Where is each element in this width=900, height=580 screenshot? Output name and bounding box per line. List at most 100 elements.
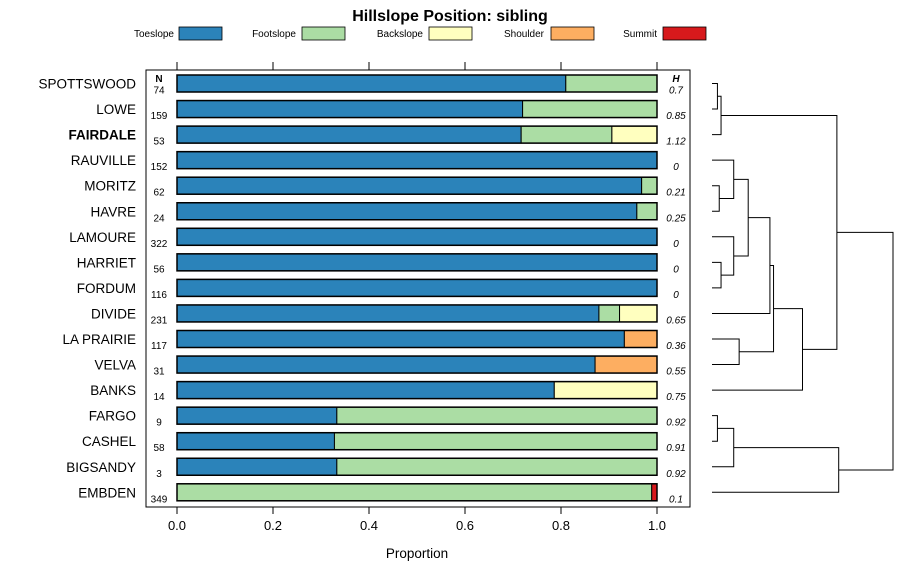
dendrogram [712, 83, 894, 493]
bar-segment-backslope [611, 125, 658, 144]
x-tick-label: 0.2 [264, 518, 282, 533]
h-value: 0.65 [666, 315, 686, 326]
soil-label: HAVRE [90, 204, 136, 219]
dendrogram-branch [712, 95, 722, 136]
row-bigsandy: BIGSANDY 3 0.92 [66, 457, 686, 480]
legend-label-footslope: Footslope [252, 29, 296, 40]
bar-outline [176, 355, 658, 374]
legend-label-summit: Summit [623, 29, 657, 40]
row-cashel: CASHEL 58 0.91 [82, 431, 686, 454]
bar-outline [176, 457, 658, 476]
dendrogram-branch [712, 185, 720, 212]
dendrogram-branch [712, 338, 740, 366]
bar-segment-footslope [333, 432, 658, 451]
bar-outline [176, 380, 658, 400]
row-havre: HAVRE 24 0.25 [90, 202, 686, 224]
n-value: 31 [153, 367, 165, 378]
h-column-header: H [672, 74, 680, 85]
soil-label: FAIRDALE [69, 128, 137, 143]
row-velva: VELVA 31 0.55 [94, 355, 686, 378]
h-value: 0.85 [666, 111, 686, 122]
n-value: 117 [151, 341, 167, 352]
legend-label-shoulder: Shoulder [504, 29, 545, 40]
n-value: 349 [151, 494, 168, 505]
x-tick-label: 0.8 [552, 518, 570, 533]
legend-swatch-shoulder [550, 26, 595, 41]
plot-panel [145, 69, 691, 508]
soil-label: LOWE [96, 102, 136, 117]
bar-outline [176, 176, 658, 195]
legend-label-toeslope: Toeslope [134, 29, 174, 40]
x-tick-label: 0.4 [360, 518, 378, 533]
dendrogram-branch [721, 114, 838, 350]
bar-segment-toeslope [176, 355, 596, 374]
soil-label: FORDUM [77, 281, 136, 296]
bar-segment-toeslope [176, 227, 658, 246]
bar-outline [176, 99, 658, 119]
n-value: 3 [156, 469, 162, 480]
x-axis: 0.0 0.2 0.4 0.6 0.8 1.0 [168, 507, 666, 533]
n-value: 24 [153, 213, 165, 224]
dendrogram-branch [836, 231, 894, 471]
bar-segment-toeslope [176, 406, 338, 425]
dendrogram-branch [739, 265, 775, 353]
bar-outline [176, 278, 658, 298]
row-la-prairie: LA PRAIRIE 117 0.36 [62, 329, 686, 352]
n-value: 231 [151, 315, 168, 326]
bar-outline [176, 202, 658, 221]
soil-label: LAMOURE [69, 230, 136, 245]
dendrogram-branch [712, 159, 735, 199]
legend-swatch-summit [662, 26, 707, 41]
dendrogram-branch [712, 261, 722, 289]
bar-segment-footslope [598, 304, 621, 323]
bar-segment-summit [651, 483, 658, 502]
legend: Toeslope Footslope Backslope Shoulder Summit [134, 26, 707, 41]
soil-label: SPOTTSWOOD [39, 77, 137, 92]
dendrogram-branch [712, 447, 840, 493]
n-value: 74 [153, 86, 165, 97]
soil-label: MORITZ [84, 179, 136, 194]
h-value: 0.1 [669, 494, 683, 505]
n-value: 322 [151, 239, 168, 250]
n-value: 58 [153, 443, 165, 454]
legend-swatch-footslope [301, 26, 346, 41]
x-tick-label: 1.0 [648, 518, 666, 533]
legend-swatch-backslope [428, 26, 473, 41]
n-value: 14 [153, 392, 165, 403]
bar-segment-shoulder [594, 355, 658, 374]
n-value: 56 [153, 264, 165, 275]
h-value: 0 [673, 264, 679, 275]
bar-outline [176, 150, 658, 170]
h-value: 0.55 [666, 367, 686, 378]
row-spottswood: SPOTTSWOOD 74 0.7 [39, 74, 683, 97]
h-value: 0.36 [666, 341, 686, 352]
chart-title: Hillslope Position: sibling [352, 8, 548, 25]
n-value: 152 [151, 162, 168, 173]
bar-segment-footslope [336, 406, 658, 425]
dendrogram-branch [712, 308, 803, 391]
h-value: 0 [673, 239, 679, 250]
h-value: 0 [673, 290, 679, 301]
dendrogram-branch [733, 178, 749, 257]
bar-outline [176, 125, 658, 144]
bar-segment-toeslope [176, 176, 643, 195]
h-value: 0.92 [666, 418, 686, 429]
h-value: 0.7 [669, 86, 683, 97]
bar-segment-footslope [565, 74, 658, 93]
bar-segment-toeslope [176, 202, 638, 221]
row-divide: DIVIDE 231 0.65 [91, 304, 686, 326]
dendrogram-branch [712, 427, 735, 468]
soil-label: RAUVILLE [71, 153, 136, 168]
dendrogram-branch [712, 83, 718, 110]
soil-label: VELVA [94, 358, 136, 373]
row-lamoure: LAMOURE 322 0 [69, 227, 679, 250]
row-fargo: FARGO 9 0.92 [89, 406, 686, 429]
soil-label: HARRIET [77, 255, 136, 270]
bar-segment-toeslope [176, 330, 625, 348]
dendrogram-branch [712, 236, 735, 276]
bar-segment-toeslope [176, 151, 658, 170]
x-tick-label: 0.6 [456, 518, 474, 533]
n-column-header: N [155, 74, 162, 85]
bar-segment-toeslope [176, 432, 335, 451]
bar-segment-footslope [522, 100, 658, 119]
